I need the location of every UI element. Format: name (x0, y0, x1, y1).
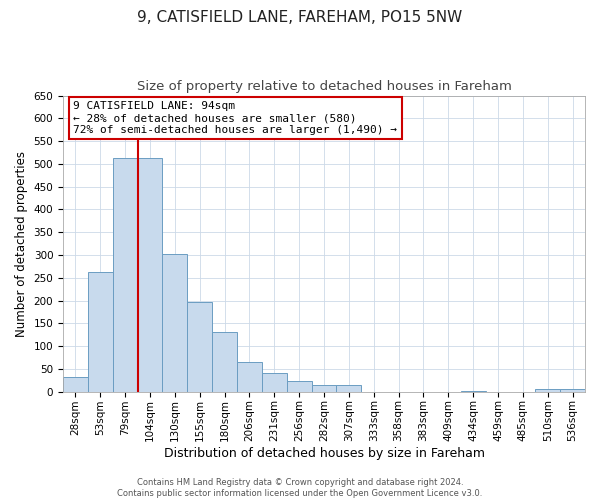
Bar (63, 377, 88, 392)
Bar (212, 332, 237, 392)
Text: 9 CATISFIELD LANE: 94sqm
← 28% of detached houses are smaller (580)
72% of semi-: 9 CATISFIELD LANE: 94sqm ← 28% of detach… (73, 102, 397, 134)
Bar (461, 391, 485, 392)
Bar (287, 381, 311, 392)
Bar (113, 158, 137, 392)
Bar (262, 374, 287, 392)
Bar (163, 254, 187, 392)
Bar (311, 385, 337, 392)
Bar (187, 302, 212, 392)
Text: Contains HM Land Registry data © Crown copyright and database right 2024.
Contai: Contains HM Land Registry data © Crown c… (118, 478, 482, 498)
Title: Size of property relative to detached houses in Fareham: Size of property relative to detached ho… (137, 80, 511, 93)
Y-axis label: Number of detached properties: Number of detached properties (15, 150, 28, 336)
Bar (535, 390, 560, 392)
Bar (88, 272, 113, 392)
Text: 9, CATISFIELD LANE, FAREHAM, PO15 5NW: 9, CATISFIELD LANE, FAREHAM, PO15 5NW (137, 10, 463, 25)
X-axis label: Distribution of detached houses by size in Fareham: Distribution of detached houses by size … (164, 447, 485, 460)
Bar (560, 390, 585, 392)
Bar (137, 158, 163, 392)
Bar (337, 385, 361, 392)
Bar (237, 362, 262, 392)
